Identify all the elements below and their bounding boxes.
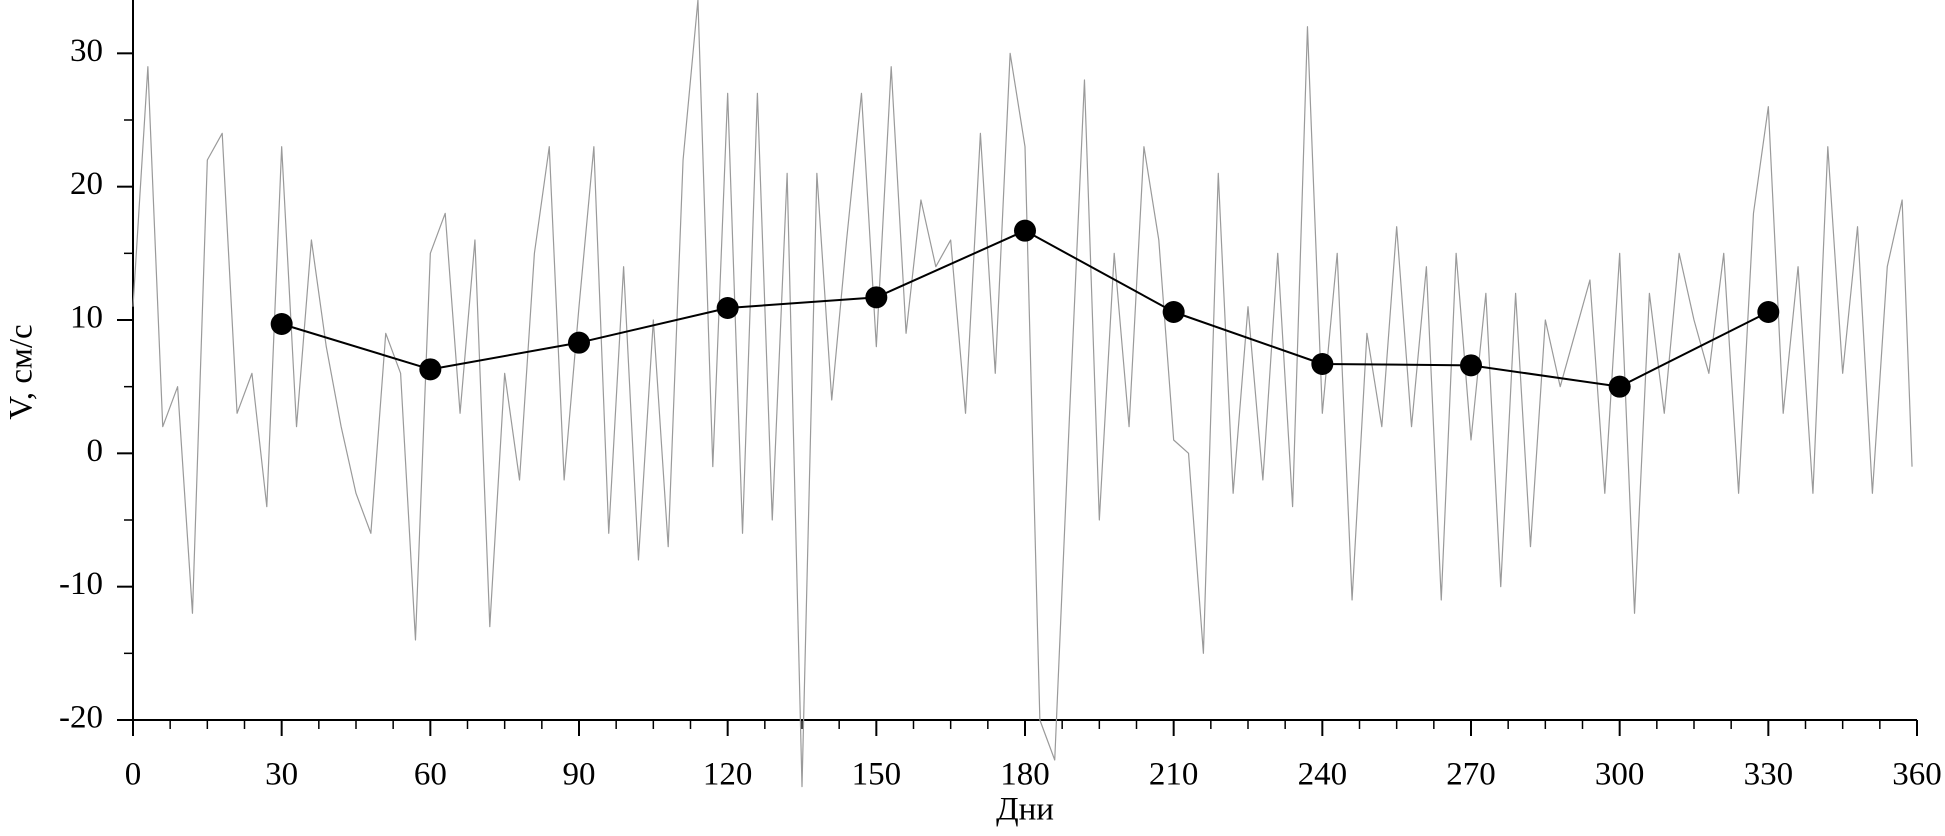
- y-tick-label: 20: [70, 166, 103, 202]
- point: [1014, 219, 1036, 242]
- x-tick-label: 330: [1744, 757, 1794, 793]
- point: [865, 286, 888, 309]
- x-tick-label: 150: [852, 757, 902, 793]
- x-tick-label: 90: [563, 757, 596, 793]
- x-tick-label: 240: [1298, 757, 1348, 793]
- x-tick-label: 210: [1149, 757, 1199, 793]
- x-axis-label: Дни: [996, 792, 1054, 828]
- y-tick-label: 0: [87, 433, 104, 469]
- point: [1162, 301, 1185, 323]
- point: [1608, 375, 1631, 398]
- point: [716, 297, 739, 319]
- x-tick-label: 270: [1446, 757, 1496, 793]
- y-tick-label: 10: [70, 300, 103, 336]
- mean-line: [281, 229, 1769, 388]
- daily-line: [132, 0, 1913, 788]
- x-tick-label: 30: [265, 757, 298, 793]
- x-tick-label: 60: [414, 757, 447, 793]
- x-tick-label: 360: [1892, 757, 1942, 793]
- point: [1311, 353, 1334, 375]
- y-tick-label: -10: [59, 566, 103, 602]
- y-tick-label: -20: [59, 700, 103, 736]
- y-axis-label: V, см/с: [4, 324, 40, 419]
- point: [568, 331, 590, 354]
- point: [270, 313, 293, 335]
- x-tick-label: 0: [125, 757, 142, 793]
- x-tick-label: 300: [1595, 757, 1645, 793]
- y-tick-label: 30: [70, 33, 103, 69]
- point: [1757, 301, 1780, 323]
- x-tick-label: 180: [1000, 757, 1050, 793]
- point: [419, 358, 442, 381]
- x-tick-label: 120: [703, 757, 753, 793]
- point: [1460, 354, 1482, 377]
